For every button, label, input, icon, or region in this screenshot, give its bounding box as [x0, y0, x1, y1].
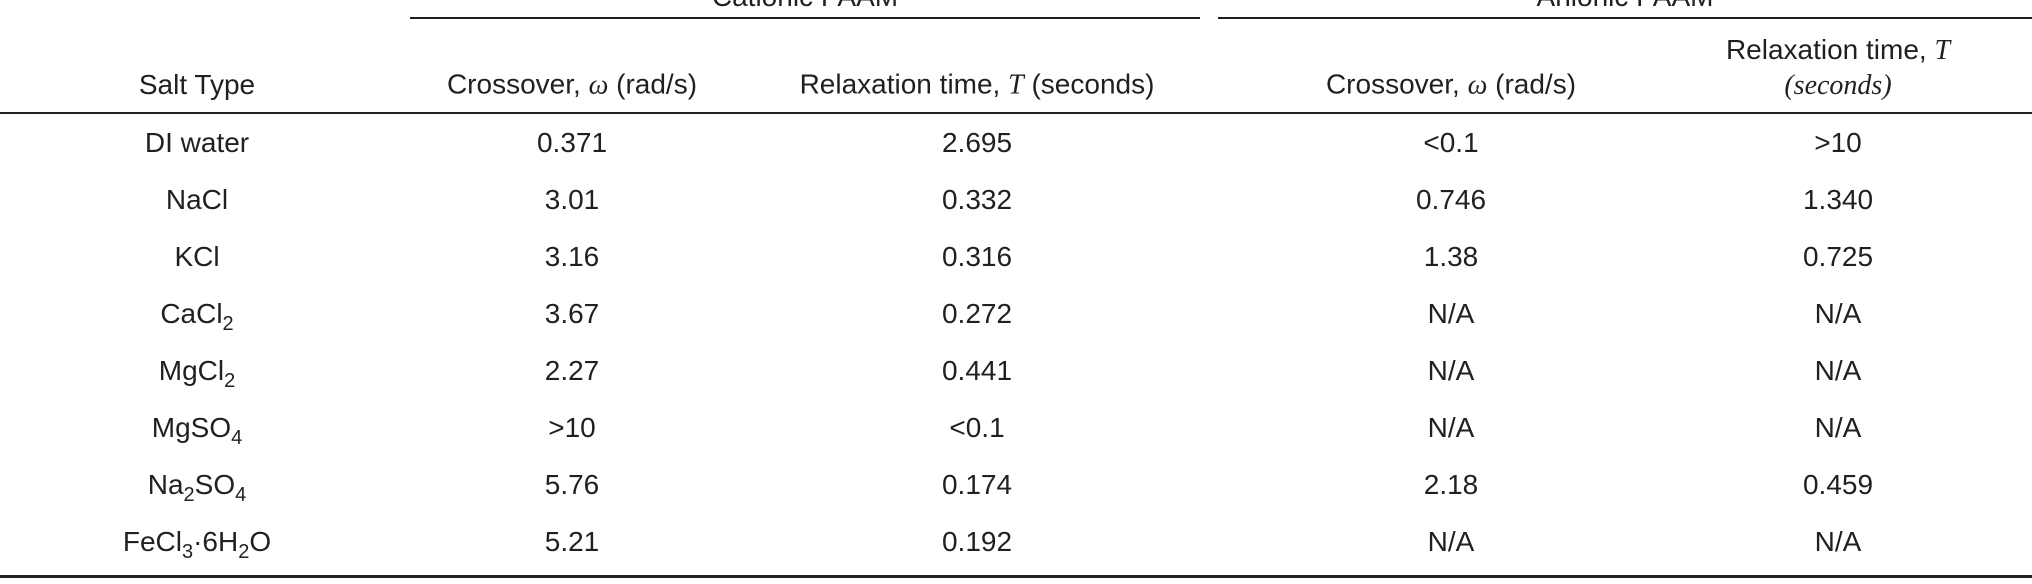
- salt-name: FeCl3·6H2O: [122, 525, 272, 562]
- value-cell: 0.459: [1802, 469, 1874, 500]
- column-header: Salt Type: [139, 68, 255, 102]
- group-rule: [1218, 17, 2032, 19]
- header-text: Relaxation time,: [799, 68, 1009, 100]
- header-text: ω: [1467, 69, 1488, 101]
- header-text: Relaxation time,: [1725, 34, 1935, 65]
- value-cell: N/A: [1814, 298, 1862, 329]
- header-text: Crossover,: [1325, 68, 1468, 100]
- value-cell: 0.332: [941, 184, 1013, 215]
- header-text: T: [1934, 35, 1951, 66]
- value-cell: 0.316: [941, 241, 1013, 272]
- value-cell: 0.725: [1802, 241, 1874, 272]
- subscript: 2: [183, 484, 195, 506]
- formula-text: Na: [147, 469, 184, 500]
- group-header: Anionic PAAM: [1537, 0, 1714, 14]
- subscript: 2: [238, 541, 250, 563]
- value-cell: N/A: [1814, 412, 1862, 443]
- header-text: (rad/s): [1487, 68, 1577, 100]
- salt-name: NaCl: [166, 183, 228, 217]
- formula-text: O: [249, 526, 272, 557]
- value-cell: 0.746: [1415, 184, 1487, 215]
- salt-name: KCl: [174, 240, 219, 274]
- salt-name: DI water: [145, 126, 249, 160]
- header-text: (seconds): [1023, 68, 1155, 100]
- value-cell: 0.174: [941, 469, 1013, 500]
- value-cell: N/A: [1814, 526, 1862, 557]
- header-text: Salt Type: [138, 69, 256, 100]
- formula-text: NaCl: [165, 184, 229, 215]
- subscript: 2: [224, 370, 236, 392]
- value-cell: 0.371: [536, 127, 608, 158]
- header-text: T: [1008, 69, 1024, 101]
- column-header: Crossover, ω (rad/s): [1326, 68, 1576, 103]
- value-cell: >10: [1814, 127, 1862, 158]
- value-cell: 3.01: [544, 184, 600, 215]
- subscript: 2: [222, 313, 234, 335]
- column-header: Crossover, ω (rad/s): [447, 68, 697, 103]
- bottom-rule: [0, 575, 2032, 578]
- subscript: 3: [181, 541, 194, 563]
- value-cell: 1.340: [1802, 184, 1874, 215]
- header-text: (rad/s): [608, 68, 698, 100]
- column-header: Relaxation time, T (seconds): [800, 68, 1155, 103]
- header-text: (seconds): [1784, 70, 1892, 101]
- value-cell: N/A: [1814, 355, 1862, 386]
- value-cell: 5.21: [544, 526, 600, 557]
- value-cell: >10: [548, 412, 596, 443]
- formula-text: MgSO: [151, 412, 232, 443]
- salt-name: Na2SO4: [147, 468, 247, 505]
- formula-text: DI water: [144, 127, 250, 158]
- salt-name: CaCl2: [160, 297, 233, 334]
- value-cell: N/A: [1427, 526, 1475, 557]
- header-text: Crossover,: [446, 68, 589, 100]
- value-cell: N/A: [1427, 355, 1475, 386]
- value-cell: 0.192: [941, 526, 1013, 557]
- value-cell: <0.1: [949, 412, 1005, 443]
- value-cell: 2.18: [1423, 469, 1479, 500]
- subscript: 4: [235, 484, 247, 506]
- group-rule: [410, 17, 1200, 19]
- header-text: ω: [588, 69, 609, 101]
- value-cell: 5.76: [544, 469, 600, 500]
- value-cell: 1.38: [1423, 241, 1479, 272]
- value-cell: 2.695: [941, 127, 1013, 158]
- group-header: Cationic PAAM: [712, 0, 898, 14]
- value-cell: N/A: [1427, 298, 1475, 329]
- formula-text: CaCl: [160, 298, 223, 329]
- header-rule: [0, 112, 2032, 114]
- value-cell: 0.441: [941, 355, 1013, 386]
- value-cell: 0.272: [941, 298, 1013, 329]
- salt-name: MgCl2: [158, 354, 235, 391]
- value-cell: 3.67: [544, 298, 600, 329]
- formula-text: ·6H: [193, 526, 239, 557]
- formula-text: KCl: [174, 241, 220, 272]
- formula-text: MgCl: [158, 355, 225, 386]
- value-cell: <0.1: [1423, 127, 1479, 158]
- value-cell: 3.16: [544, 241, 600, 272]
- formula-text: FeCl: [122, 526, 182, 557]
- formula-text: SO: [194, 469, 236, 500]
- value-cell: N/A: [1427, 412, 1475, 443]
- subscript: 4: [231, 427, 243, 449]
- salt-name: MgSO4: [151, 411, 242, 448]
- column-header: Relaxation time, T (seconds): [1726, 33, 1950, 103]
- value-cell: 2.27: [544, 355, 600, 386]
